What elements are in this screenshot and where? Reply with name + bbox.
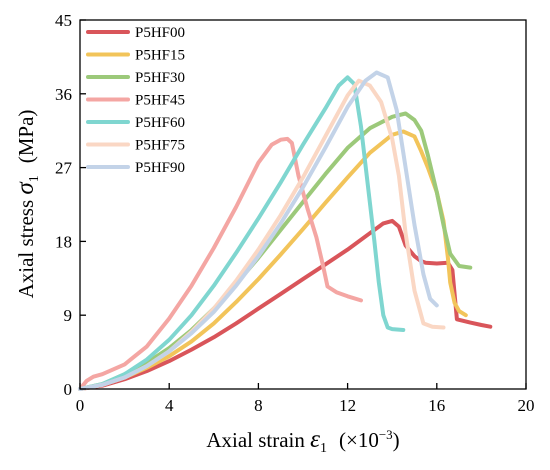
y-axis-title: Axial stress σ1 (MPa) (12, 110, 42, 299)
legend-label-p5hf90: P5HF90 (135, 160, 185, 176)
y-tick-label: 45 (55, 11, 72, 30)
y-axis-unit: (MPa) (14, 110, 38, 164)
legend-label-p5hf15: P5HF15 (135, 48, 185, 64)
x-tick-label: 12 (339, 396, 356, 415)
x-axis-unit-exp: −3 (379, 427, 393, 442)
x-axis-title-main: Axial strain (206, 428, 310, 452)
x-tick-label: 0 (76, 396, 85, 415)
y-axis-symbol: σ (12, 181, 39, 195)
y-tick-label: 0 (64, 380, 73, 399)
x-tick-label: 16 (428, 396, 445, 415)
tick-layer: 0 4 8 12 16 20 0 9 18 27 36 45 (55, 11, 535, 415)
legend-label-p5hf45: P5HF45 (135, 93, 185, 109)
legend-label-p5hf30: P5HF30 (135, 70, 185, 86)
y-axis-title-main: Axial stress (14, 195, 38, 299)
legend: P5HF00 P5HF15 P5HF30 P5HF45 P5HF60 P5HF75 P5HF… (86, 25, 185, 176)
x-tick-label: 20 (518, 396, 535, 415)
series-line-p5hf90 (78, 70, 439, 391)
series-line-p5hf45 (78, 136, 363, 391)
x-tick-label: 8 (254, 396, 263, 415)
series-line-p5hf30 (78, 111, 473, 391)
y-tick-label: 36 (55, 85, 72, 104)
x-axis-symbol-sub: 1 (320, 441, 327, 456)
y-tick-label: 18 (55, 232, 72, 251)
x-axis-title: Axial strain ε1 (×10−3) (206, 426, 399, 456)
y-tick-label: 9 (64, 306, 73, 325)
x-axis-unit-end: ) (393, 428, 400, 452)
x-tick-label: 4 (165, 396, 174, 415)
x-axis-unit: (×10 (339, 428, 379, 452)
y-tick-label: 27 (55, 159, 73, 178)
plot-frame (79, 19, 527, 390)
series-line-p5hf15 (78, 129, 468, 391)
series-line-p5hf60 (78, 75, 406, 391)
legend-label-p5hf75: P5HF75 (135, 138, 185, 154)
legend-label-p5hf60: P5HF60 (135, 115, 185, 131)
y-axis-symbol-sub: 1 (27, 175, 42, 182)
series-layer (78, 70, 493, 391)
x-axis-symbol: ε (310, 426, 320, 453)
legend-label-p5hf00: P5HF00 (135, 25, 185, 41)
